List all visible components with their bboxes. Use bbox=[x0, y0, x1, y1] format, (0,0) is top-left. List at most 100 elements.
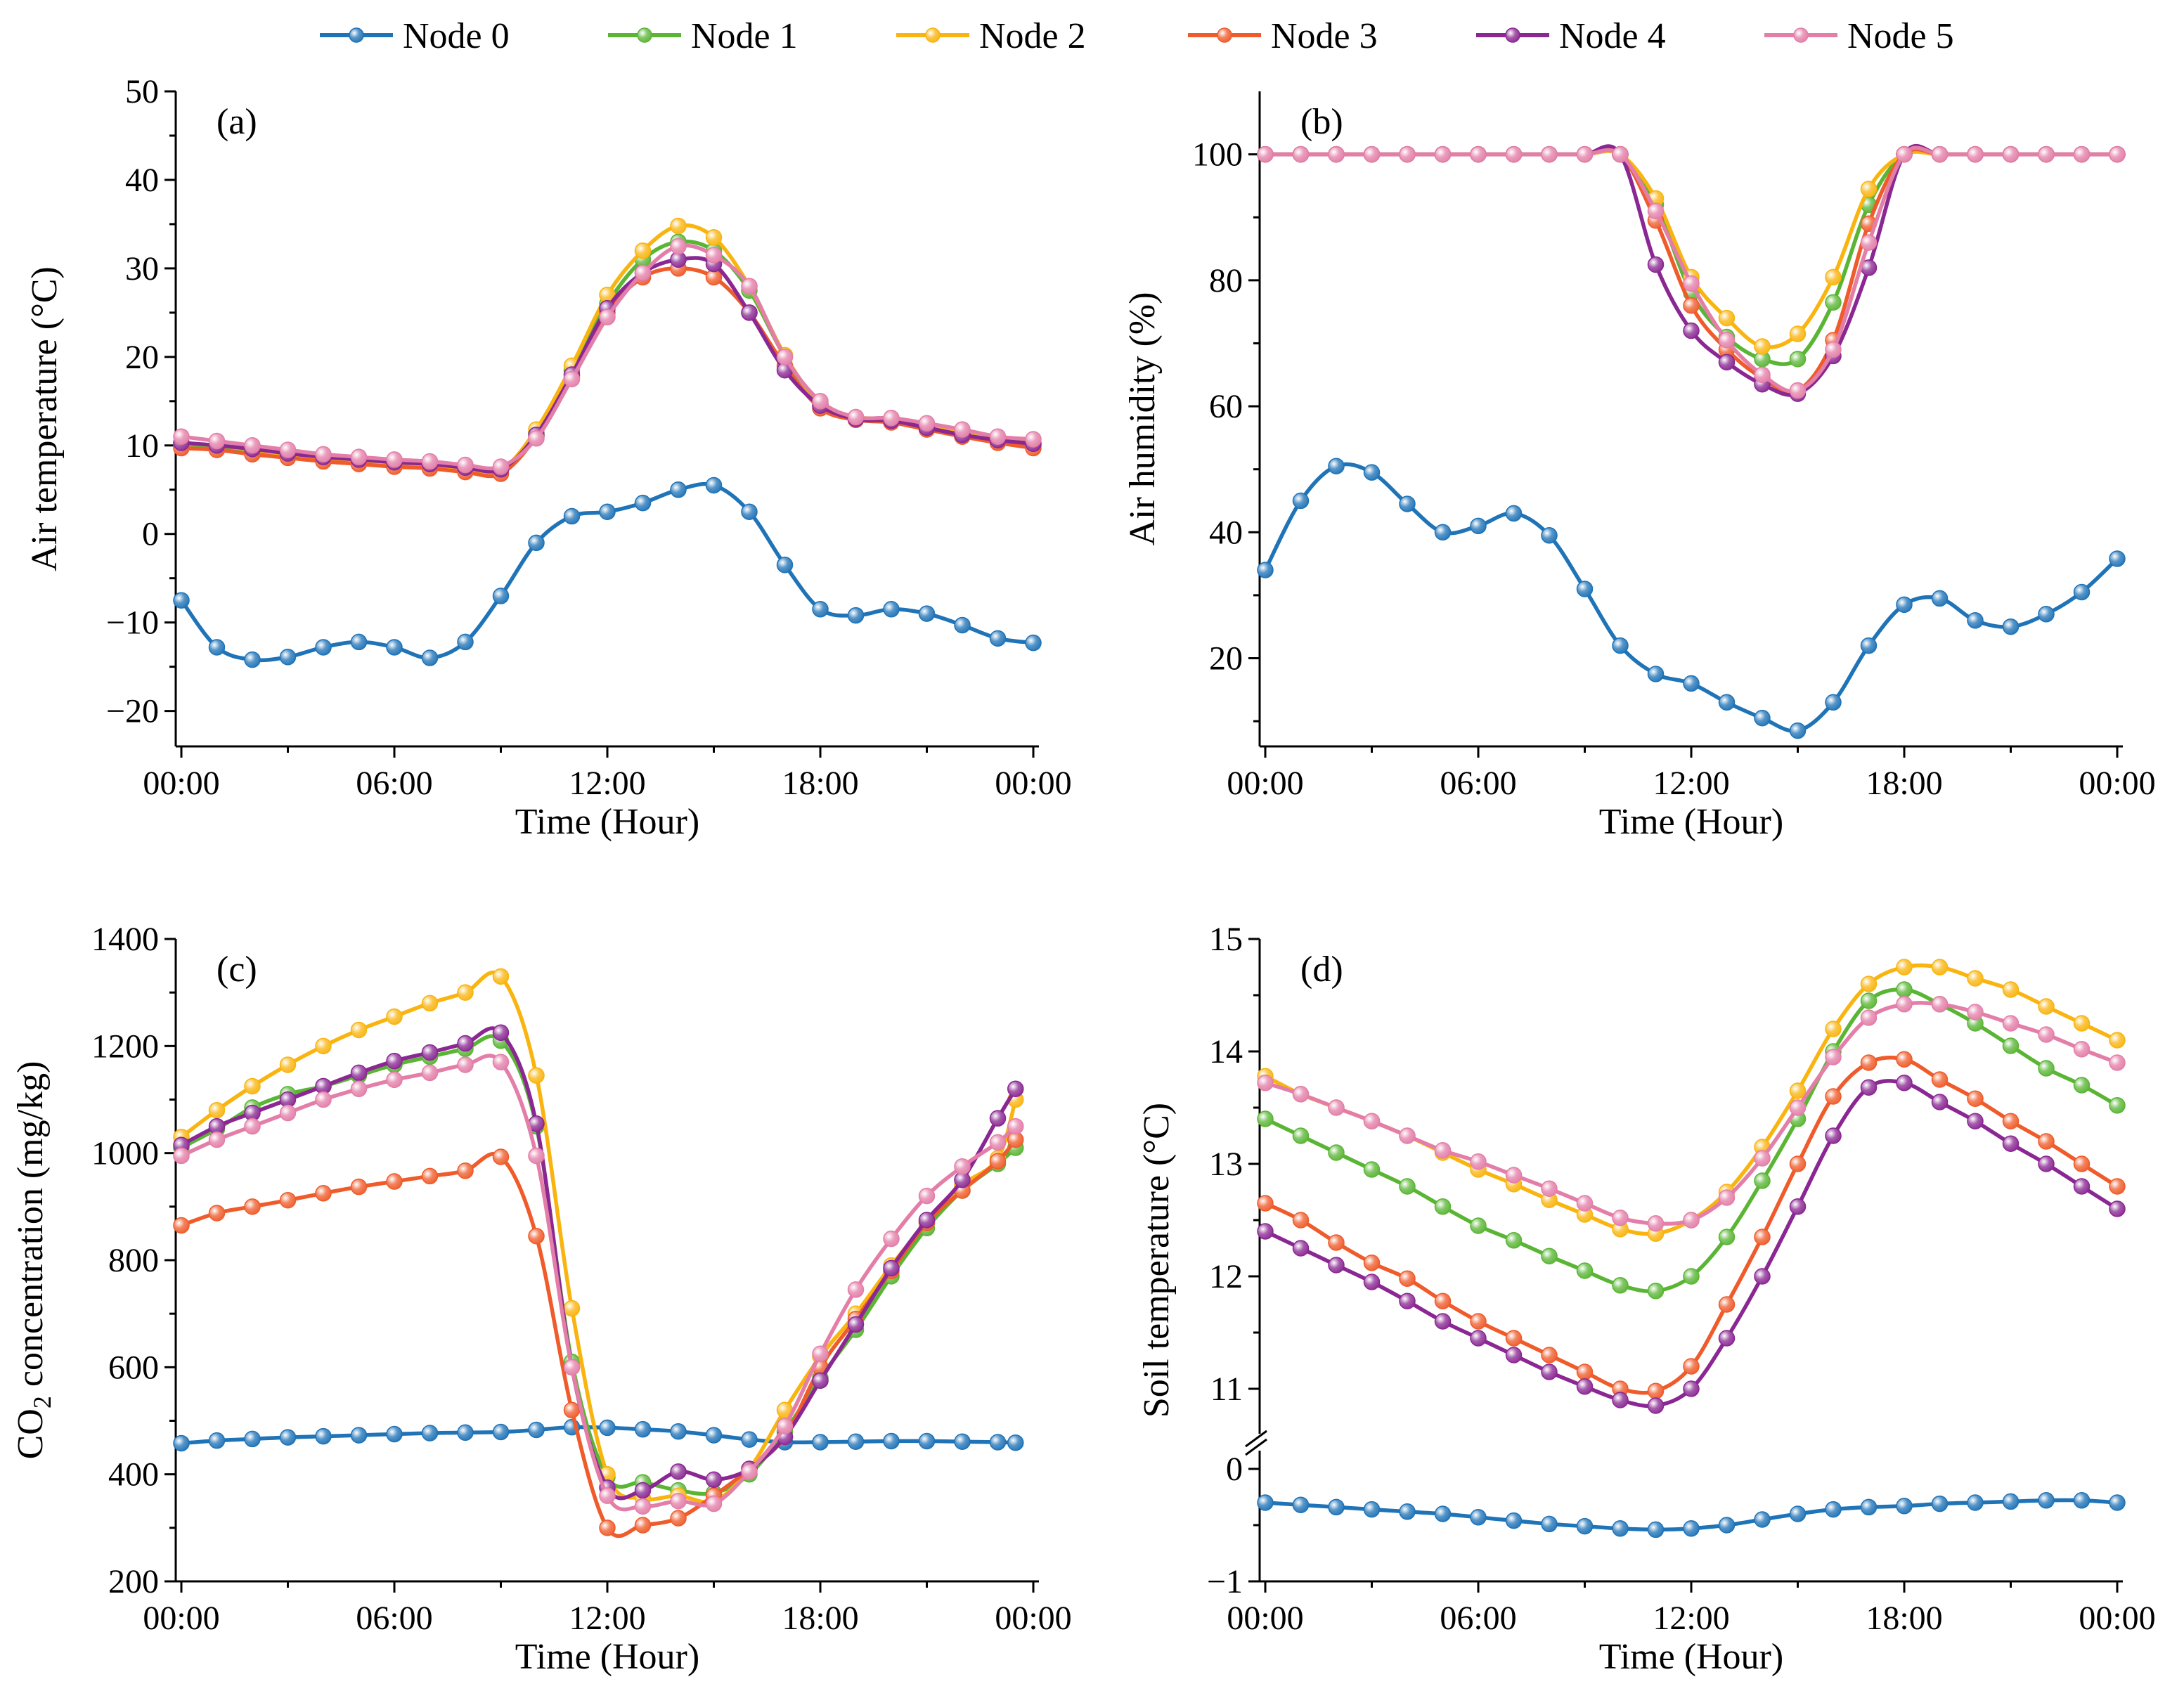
data-point bbox=[492, 1024, 510, 1042]
data-point bbox=[1434, 524, 1452, 541]
data-point bbox=[1718, 694, 1736, 711]
data-point bbox=[1434, 1142, 1452, 1159]
panel-label: (c) bbox=[217, 950, 257, 990]
y-tick-label: −20 bbox=[106, 693, 159, 730]
x-tick-label: 12:00 bbox=[1653, 765, 1729, 802]
data-point bbox=[1257, 1195, 1274, 1212]
data-point bbox=[1683, 1380, 1700, 1397]
data-point bbox=[1896, 996, 1913, 1013]
data-point bbox=[1718, 1189, 1736, 1206]
data-point bbox=[1967, 1090, 1984, 1107]
data-point bbox=[563, 370, 581, 388]
data-point bbox=[1541, 1515, 1558, 1533]
legend-marker bbox=[1217, 27, 1232, 43]
data-point bbox=[2073, 1077, 2091, 1094]
data-point bbox=[1363, 1255, 1381, 1271]
data-point bbox=[1789, 351, 1807, 368]
data-point bbox=[457, 1424, 474, 1441]
data-point bbox=[1683, 297, 1700, 314]
data-point bbox=[279, 441, 297, 458]
data-point bbox=[2002, 145, 2020, 163]
data-point bbox=[492, 588, 510, 604]
data-point bbox=[350, 1064, 368, 1082]
data-point bbox=[883, 1432, 900, 1450]
data-point bbox=[457, 1162, 474, 1179]
data-point bbox=[1647, 256, 1665, 273]
data-point bbox=[741, 503, 758, 520]
y-tick-label: 80 bbox=[1209, 262, 1243, 299]
data-point bbox=[1541, 1347, 1558, 1363]
data-point bbox=[1789, 1505, 1807, 1522]
data-point bbox=[1292, 145, 1310, 163]
data-point bbox=[634, 1420, 652, 1438]
data-point bbox=[208, 1432, 226, 1449]
data-point bbox=[670, 1493, 687, 1510]
data-point bbox=[350, 1178, 368, 1196]
data-point bbox=[1399, 1127, 1416, 1144]
series-node-4 bbox=[1257, 1075, 2126, 1414]
data-point bbox=[989, 428, 1007, 445]
data-point bbox=[1363, 1501, 1381, 1518]
data-point bbox=[1328, 145, 1345, 163]
data-point bbox=[847, 408, 865, 426]
data-point bbox=[741, 278, 758, 294]
data-point bbox=[2109, 1054, 2126, 1071]
data-point bbox=[2038, 145, 2055, 163]
data-point bbox=[173, 1147, 190, 1165]
data-point bbox=[350, 1021, 368, 1039]
data-point bbox=[1434, 1313, 1452, 1330]
data-point bbox=[1789, 1198, 1807, 1215]
data-point bbox=[1931, 590, 1949, 607]
data-point bbox=[1328, 1144, 1345, 1161]
data-point bbox=[421, 1044, 439, 1061]
y-tick-label: 0 bbox=[1226, 1451, 1243, 1488]
legend-item: Node 4 bbox=[1476, 16, 1666, 56]
data-point bbox=[457, 1035, 474, 1052]
data-point bbox=[1363, 1161, 1381, 1178]
data-point bbox=[1292, 1127, 1310, 1144]
y-tick-label: 50 bbox=[125, 73, 159, 110]
data-point bbox=[315, 639, 332, 656]
data-point bbox=[208, 1131, 226, 1148]
data-point bbox=[634, 242, 652, 259]
data-point bbox=[1896, 1051, 1913, 1068]
data-point bbox=[1754, 338, 1771, 355]
data-point bbox=[1931, 1071, 1949, 1088]
data-point bbox=[776, 349, 794, 365]
data-point bbox=[2002, 1493, 2020, 1510]
data-point bbox=[1860, 992, 1878, 1009]
data-point bbox=[1470, 1313, 1487, 1330]
data-point bbox=[2002, 1135, 2020, 1152]
data-point bbox=[1505, 1167, 1523, 1184]
data-point bbox=[1896, 981, 1913, 998]
data-point bbox=[279, 649, 297, 666]
series-node-4 bbox=[173, 251, 1042, 478]
data-point bbox=[421, 649, 439, 666]
data-point bbox=[670, 217, 687, 235]
data-point bbox=[1470, 1509, 1487, 1526]
data-point bbox=[599, 1419, 616, 1437]
x-axis-title: Time (Hour) bbox=[1599, 802, 1783, 842]
data-point bbox=[2109, 1200, 2126, 1217]
y-tick-label: 600 bbox=[108, 1349, 159, 1386]
data-point bbox=[421, 994, 439, 1012]
data-point bbox=[1399, 1292, 1416, 1309]
data-point bbox=[386, 1008, 403, 1025]
x-tick-label: 00:00 bbox=[995, 1600, 1071, 1637]
data-point bbox=[1257, 145, 1274, 163]
data-point bbox=[244, 651, 261, 668]
data-point bbox=[2073, 583, 2091, 601]
legend-marker bbox=[925, 27, 941, 43]
data-point bbox=[386, 1425, 403, 1443]
data-point bbox=[1541, 1180, 1558, 1197]
data-point bbox=[1860, 1009, 1878, 1026]
data-point bbox=[599, 1520, 616, 1536]
series-node-5 bbox=[1257, 996, 2126, 1232]
panel-b-air-humidity: 00:00 06:00 12:00 18:00 00:00 Time (Hour) 20 40… bbox=[1123, 91, 2156, 842]
data-point bbox=[918, 1212, 936, 1229]
data-point bbox=[1470, 145, 1487, 163]
panel-label: (b) bbox=[1300, 102, 1343, 142]
y-axis-title: Air temperature (°C) bbox=[25, 266, 65, 571]
data-point bbox=[1860, 1054, 1878, 1071]
